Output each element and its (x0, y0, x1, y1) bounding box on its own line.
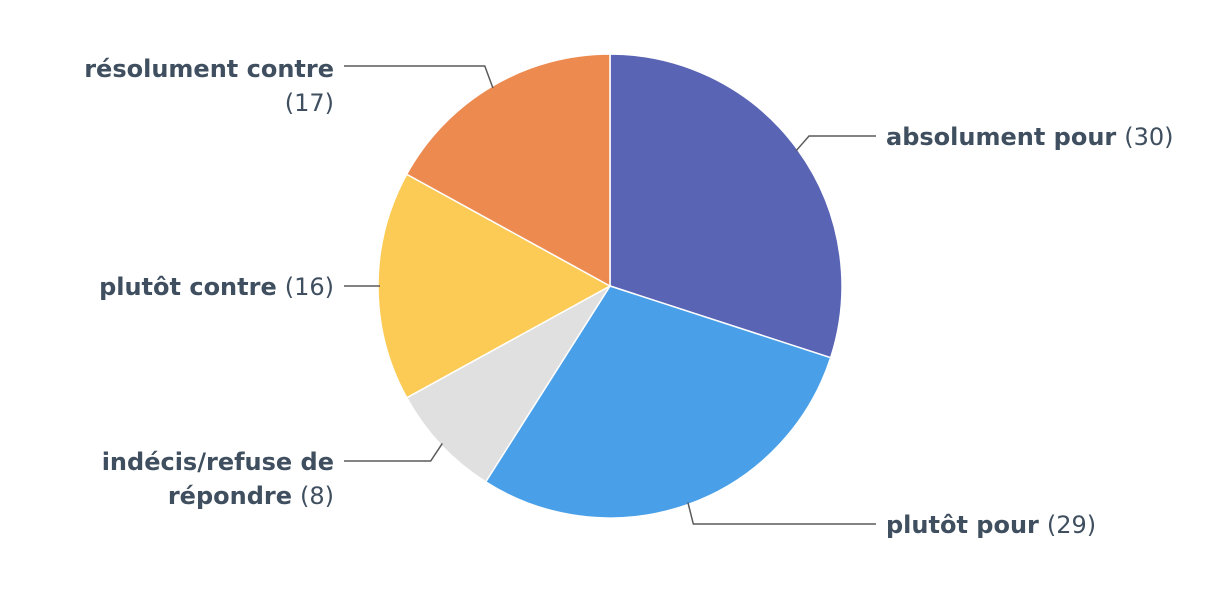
slice-label-absolument-pour: absolument pour (30) (886, 123, 1174, 151)
slice-label-resolument-contre: résolument contre (84, 55, 334, 83)
slice-label-indecis: indécis/refuse de (102, 448, 334, 476)
slice-labels: absolument pour (30) plutôt pour (29) indé… (84, 55, 1173, 539)
label-connectors (344, 65, 876, 525)
label-connector-2 (344, 443, 443, 462)
slice-value-resolument-contre: (17) (285, 89, 334, 117)
slice-label-plutot-pour: plutôt pour (29) (886, 511, 1096, 539)
slice-label-indecis-line2: répondre (8) (168, 482, 334, 510)
slice-label-plutot-contre: plutôt contre (16) (99, 273, 334, 301)
label-connector-1 (687, 502, 876, 525)
label-connector-4 (344, 65, 494, 89)
label-connector-0 (795, 135, 876, 152)
pie-slices (377, 53, 843, 519)
